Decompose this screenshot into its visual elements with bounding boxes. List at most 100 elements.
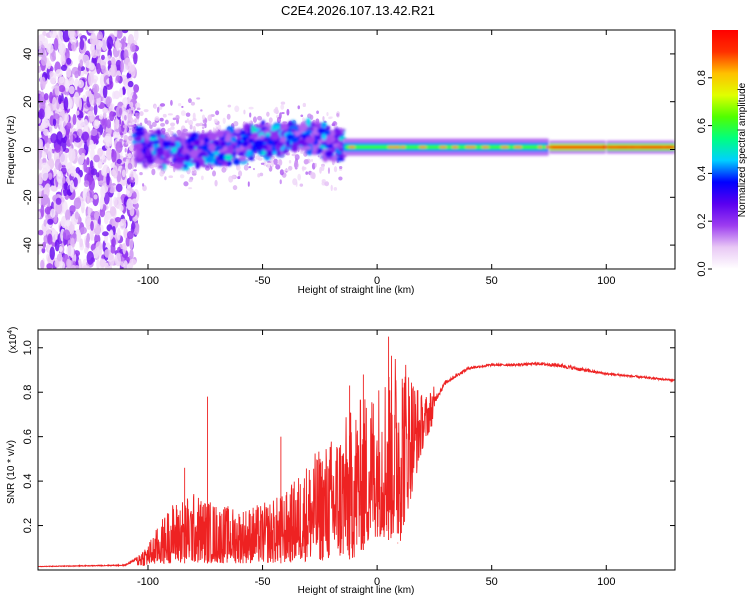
halo-blob bbox=[181, 105, 184, 109]
band-peak bbox=[481, 145, 490, 149]
halo-blob bbox=[297, 105, 301, 110]
noise-blob bbox=[83, 159, 88, 173]
halo-blob bbox=[135, 112, 140, 119]
colorbar-tick-label: 0.0 bbox=[696, 261, 708, 276]
noise-blob bbox=[40, 76, 46, 90]
noise-blob bbox=[130, 222, 136, 230]
halo-blob bbox=[175, 114, 180, 121]
halo-blob bbox=[159, 103, 166, 107]
noise-blob bbox=[113, 30, 118, 38]
halo-blob bbox=[285, 168, 290, 172]
noise-blob bbox=[127, 80, 134, 88]
noise-blob bbox=[50, 133, 58, 144]
halo-blob bbox=[142, 183, 145, 187]
noise-blob bbox=[109, 75, 113, 86]
noise-blob bbox=[129, 206, 135, 217]
signal-blob bbox=[237, 139, 242, 146]
noise-blob bbox=[89, 160, 94, 170]
halo-blob bbox=[252, 116, 257, 123]
halo-blob bbox=[279, 169, 284, 176]
noise-blob bbox=[76, 197, 81, 203]
noise-blob bbox=[69, 205, 76, 213]
halo-blob bbox=[170, 99, 173, 106]
band-peak bbox=[656, 145, 663, 149]
halo-blob bbox=[333, 186, 338, 191]
halo-blob bbox=[314, 162, 317, 168]
noise-blob bbox=[111, 56, 116, 66]
signal-blob bbox=[285, 139, 291, 146]
noise-blob bbox=[94, 223, 101, 236]
band-peak bbox=[500, 145, 510, 149]
signal-blob bbox=[291, 145, 299, 153]
signal-blob bbox=[320, 122, 327, 129]
noise-blob bbox=[60, 215, 67, 228]
noise-blob bbox=[115, 75, 121, 82]
snr-ticks: -100 -50 0 50 100 0.2 0.4 0.6 0.8 1.0 bbox=[22, 330, 675, 588]
colorbar-tick-label: 0.4 bbox=[696, 166, 708, 181]
noise-blob bbox=[87, 206, 91, 217]
signal-blob bbox=[144, 138, 151, 144]
signal-blob bbox=[164, 136, 172, 141]
noise-blob bbox=[77, 79, 85, 89]
noise-blob bbox=[42, 241, 47, 249]
noise-blob bbox=[79, 38, 85, 51]
noise-blob bbox=[120, 59, 124, 73]
halo-blob bbox=[333, 166, 338, 173]
noise-blob bbox=[123, 260, 128, 269]
signal-blob bbox=[134, 130, 145, 137]
halo-blob bbox=[125, 141, 128, 145]
signal-blob bbox=[223, 150, 233, 156]
halo-blob bbox=[319, 166, 322, 174]
halo-blob bbox=[213, 118, 218, 123]
snr-scale-prefix: (x10 bbox=[8, 333, 19, 353]
halo-blob bbox=[278, 159, 283, 166]
signal-blob bbox=[184, 153, 191, 163]
band-peak bbox=[391, 145, 400, 149]
halo-blob bbox=[128, 126, 133, 132]
spectrogram-ytick-label: -20 bbox=[22, 189, 34, 205]
noise-blob bbox=[75, 167, 81, 174]
halo-blob bbox=[130, 173, 134, 181]
signal-blob bbox=[134, 136, 143, 142]
halo-blob bbox=[310, 171, 315, 179]
noise-blob bbox=[118, 107, 123, 116]
halo-blob bbox=[281, 111, 285, 115]
noise-blob bbox=[82, 94, 87, 102]
halo-blob bbox=[234, 105, 240, 113]
colorbar-tick-label: 0.2 bbox=[696, 214, 708, 229]
signal-blob bbox=[233, 158, 241, 165]
noise-blob bbox=[67, 97, 73, 109]
noise-blob bbox=[71, 41, 77, 52]
noise-blob bbox=[49, 30, 57, 38]
signal-blob bbox=[193, 139, 201, 147]
noise-blob bbox=[40, 54, 47, 66]
noise-blob bbox=[90, 168, 98, 176]
noise-blob bbox=[52, 118, 57, 127]
noise-blob bbox=[116, 131, 120, 142]
noise-blob bbox=[38, 34, 46, 44]
snr-xtick-label: 0 bbox=[374, 576, 380, 588]
noise-blob bbox=[38, 176, 42, 185]
signal-blob bbox=[195, 160, 200, 170]
signal-blob bbox=[136, 150, 143, 160]
signal-blob bbox=[324, 129, 331, 136]
halo-blob bbox=[330, 184, 333, 192]
noise-blob bbox=[59, 116, 63, 131]
halo-blob bbox=[136, 123, 141, 127]
noise-blob bbox=[53, 214, 58, 224]
halo-blob bbox=[129, 117, 134, 123]
signal-blob bbox=[265, 132, 271, 137]
halo-blob bbox=[131, 126, 134, 131]
halo-blob bbox=[128, 122, 132, 126]
signal-blob bbox=[336, 157, 345, 162]
halo-blob bbox=[188, 178, 193, 183]
noise-blob bbox=[96, 62, 101, 75]
halo-blob bbox=[286, 108, 290, 116]
halo-blob bbox=[273, 158, 279, 165]
noise-blob bbox=[119, 204, 124, 212]
halo-blob bbox=[151, 121, 157, 127]
halo-blob bbox=[218, 124, 222, 131]
noise-blob bbox=[111, 237, 116, 248]
halo-blob bbox=[170, 126, 175, 130]
